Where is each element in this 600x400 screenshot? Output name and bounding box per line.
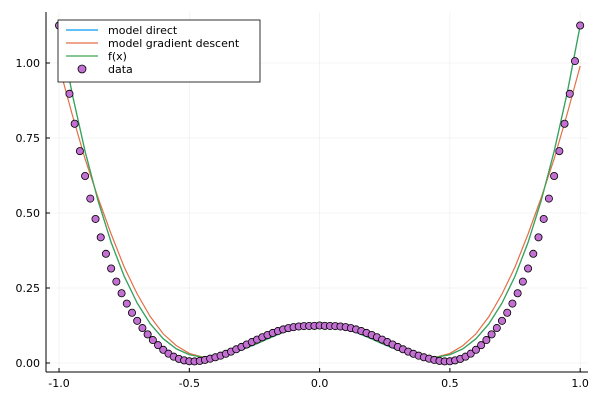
data-point — [70, 119, 79, 128]
data-point — [477, 341, 486, 350]
data-point — [576, 21, 585, 30]
data-point — [75, 147, 84, 156]
x-tick-label: 0.5 — [441, 377, 459, 390]
legend-swatch-data — [77, 64, 87, 74]
data-point — [148, 336, 157, 345]
y-tick-label: 0.75 — [16, 132, 41, 145]
data-point — [503, 308, 512, 317]
legend-label-model-direct: model direct — [108, 24, 178, 37]
data-point — [529, 249, 538, 258]
data-point — [560, 119, 569, 128]
data-point — [471, 345, 480, 354]
legend-label-f-x: f(x) — [108, 50, 127, 63]
x-tick-label: -0.5 — [179, 377, 200, 390]
data-point — [544, 194, 553, 203]
data-point — [86, 194, 95, 203]
data-point — [534, 233, 543, 242]
legend-label-model-gradient-descent: model gradient descent — [108, 37, 240, 50]
data-point — [107, 264, 116, 273]
data-point — [143, 330, 152, 339]
data-point — [96, 233, 105, 242]
data-point — [518, 277, 527, 286]
data-point — [65, 89, 74, 98]
data-point — [466, 349, 475, 358]
data-point — [555, 147, 564, 156]
data-point — [487, 330, 496, 339]
data-point — [138, 324, 147, 333]
data-point — [133, 316, 142, 325]
data-point — [159, 345, 168, 354]
data-point — [565, 89, 574, 98]
data-point — [127, 308, 136, 317]
data-point — [91, 214, 100, 223]
grid — [46, 12, 588, 372]
data-point — [539, 214, 548, 223]
data-point — [524, 264, 533, 273]
data-point — [498, 316, 507, 325]
data-point — [550, 172, 559, 181]
legend-label-data: data — [108, 63, 133, 76]
data-point — [513, 289, 522, 298]
data-point — [154, 341, 163, 350]
series-layer — [55, 21, 585, 366]
data-point — [81, 172, 90, 181]
data-point — [482, 336, 491, 345]
x-tick-label: 1.0 — [571, 377, 589, 390]
data-point — [122, 299, 131, 308]
y-tick-label: 0.25 — [16, 282, 41, 295]
data-point — [492, 324, 501, 333]
y-tick-label: 0.00 — [16, 357, 41, 370]
y-tick-label: 1.00 — [16, 57, 41, 70]
axes — [45, 12, 588, 373]
data-point — [570, 57, 579, 66]
data-point — [117, 289, 126, 298]
tick-labels: -1.0 -0.5 0.0 0.5 1.0 0.00 0.25 0.50 0.75 1.00 — [16, 57, 589, 390]
data-point — [101, 249, 110, 258]
x-tick-label: -1.0 — [48, 377, 69, 390]
data-point — [112, 277, 121, 286]
x-tick-label: 0.0 — [311, 377, 329, 390]
y-tick-label: 0.50 — [16, 207, 41, 220]
data-point — [508, 299, 517, 308]
